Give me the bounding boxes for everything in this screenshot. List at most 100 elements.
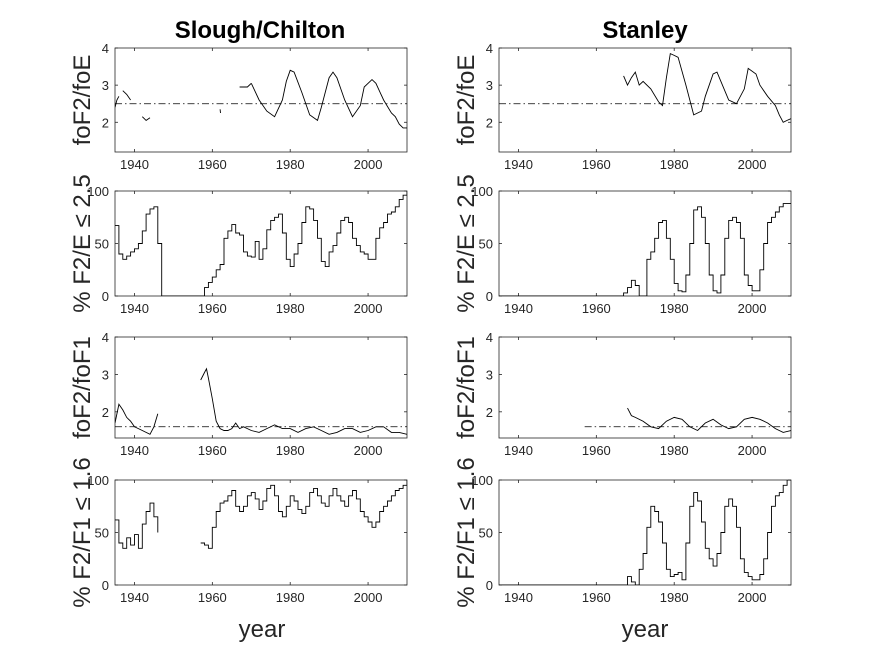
x-tick-label: 1980 [276, 301, 305, 316]
x-tick-label: 2000 [354, 157, 383, 172]
y-tick-label: 0 [102, 578, 109, 593]
y-tick-label: 50 [95, 526, 109, 541]
y-axis-label: % F2/F1 ≤ 1.6 [453, 457, 480, 608]
series-line [499, 203, 791, 296]
y-axis-label: foF2/foE [453, 55, 480, 146]
x-tick-label: 2000 [738, 157, 767, 172]
x-tick-label: 1980 [276, 443, 305, 458]
y-tick-label: 4 [102, 330, 109, 345]
series-line [141, 116, 151, 121]
y-axis-label: foF2/foF1 [453, 336, 480, 439]
panel-5: 1940 1960 1980 2000 2 3 4 foF2/foF1 [453, 330, 792, 458]
series-line [115, 96, 120, 108]
plot-area [115, 69, 407, 129]
x-tick-label: 1960 [198, 443, 227, 458]
x-tick-label: 1980 [660, 443, 689, 458]
y-tick-label: 2 [102, 405, 109, 420]
plot-area [584, 407, 791, 433]
x-tick-label: 1960 [198, 590, 227, 605]
panel-7: 1940 1960 1980 2000 0 50 100% F2/F1 ≤ 1.6 [453, 457, 792, 608]
x-tick-label: 2000 [354, 301, 383, 316]
panel-3: 1940 1960 1980 2000 0 50 100% F2/E ≤ 2.5 [453, 174, 792, 316]
xlabel-right: year [622, 616, 669, 643]
plot-area [115, 367, 407, 435]
axes-frame [498, 47, 792, 153]
x-tick-label: 1960 [198, 301, 227, 316]
y-tick-label: 0 [486, 578, 493, 593]
x-tick-label: 1940 [504, 157, 533, 172]
x-tick-label: 2000 [354, 590, 383, 605]
axes-frame [114, 190, 408, 297]
y-tick-label: 50 [479, 237, 493, 252]
series-line [239, 82, 252, 88]
x-tick-label: 1940 [120, 301, 149, 316]
y-tick-label: 2 [486, 405, 493, 420]
y-tick-label: 100 [87, 184, 109, 199]
axes-frame [114, 47, 408, 153]
series-line [623, 52, 791, 123]
x-tick-label: 1980 [660, 590, 689, 605]
x-tick-label: 1960 [582, 157, 611, 172]
series-line [200, 480, 407, 549]
x-tick-label: 1940 [120, 157, 149, 172]
y-tick-label: 50 [479, 526, 493, 541]
y-tick-label: 4 [486, 330, 493, 345]
y-tick-label: 50 [95, 237, 109, 252]
y-tick-label: 0 [102, 289, 109, 304]
y-tick-label: 3 [486, 367, 493, 382]
x-tick-label: 1940 [504, 443, 533, 458]
y-tick-label: 3 [102, 78, 109, 93]
x-tick-label: 1960 [582, 301, 611, 316]
x-tick-label: 1960 [582, 590, 611, 605]
series-line [115, 502, 159, 549]
x-tick-label: 1960 [198, 157, 227, 172]
plot-area [115, 480, 407, 549]
y-tick-label: 3 [486, 78, 493, 93]
plot-area [499, 52, 791, 123]
axes-frame [114, 479, 408, 586]
y-tick-label: 100 [87, 473, 109, 488]
series-line [200, 367, 407, 435]
y-axis-label: % F2/E ≤ 2.5 [453, 174, 480, 313]
x-tick-label: 1980 [660, 157, 689, 172]
title-stanley: Stanley [602, 17, 688, 44]
axes-frame [498, 190, 792, 297]
x-tick-label: 1980 [660, 301, 689, 316]
x-tick-label: 1940 [120, 590, 149, 605]
xlabel-left: year [239, 616, 286, 643]
x-tick-label: 2000 [354, 443, 383, 458]
x-tick-label: 1980 [276, 590, 305, 605]
y-axis-label: foF2/foF1 [69, 336, 96, 439]
x-tick-label: 2000 [738, 443, 767, 458]
series-line [499, 480, 791, 585]
panel-2: 1940 1960 1980 2000 0 50 100% F2/E ≤ 2.5 [69, 174, 408, 316]
series-line [250, 69, 407, 129]
y-tick-label: 3 [102, 367, 109, 382]
axes-frame [498, 479, 792, 586]
panel-6: 1940 1960 1980 2000 0 50 100% F2/F1 ≤ 1.6 [69, 457, 408, 608]
plot-area [115, 191, 407, 296]
x-tick-label: 1940 [504, 301, 533, 316]
x-tick-label: 2000 [738, 590, 767, 605]
plot-area [499, 480, 791, 585]
axes-frame [114, 336, 408, 439]
y-tick-label: 0 [486, 289, 493, 304]
y-tick-label: 2 [102, 115, 109, 130]
y-tick-label: 100 [471, 184, 493, 199]
x-tick-label: 1940 [504, 590, 533, 605]
x-tick-label: 1960 [582, 443, 611, 458]
y-axis-label: % F2/F1 ≤ 1.6 [69, 457, 96, 608]
y-tick-label: 4 [486, 41, 493, 56]
y-tick-label: 4 [102, 41, 109, 56]
series-line [122, 90, 131, 101]
series-line [115, 403, 159, 435]
y-tick-label: 100 [471, 473, 493, 488]
series-line [627, 407, 791, 433]
y-axis-label: foF2/foE [69, 55, 96, 146]
x-tick-label: 1980 [276, 157, 305, 172]
panel-1: 1940 1960 1980 2000 2 3 4 foF2/foE [453, 41, 792, 172]
plot-area [499, 203, 791, 296]
y-tick-label: 2 [486, 115, 493, 130]
series-line [115, 191, 407, 296]
